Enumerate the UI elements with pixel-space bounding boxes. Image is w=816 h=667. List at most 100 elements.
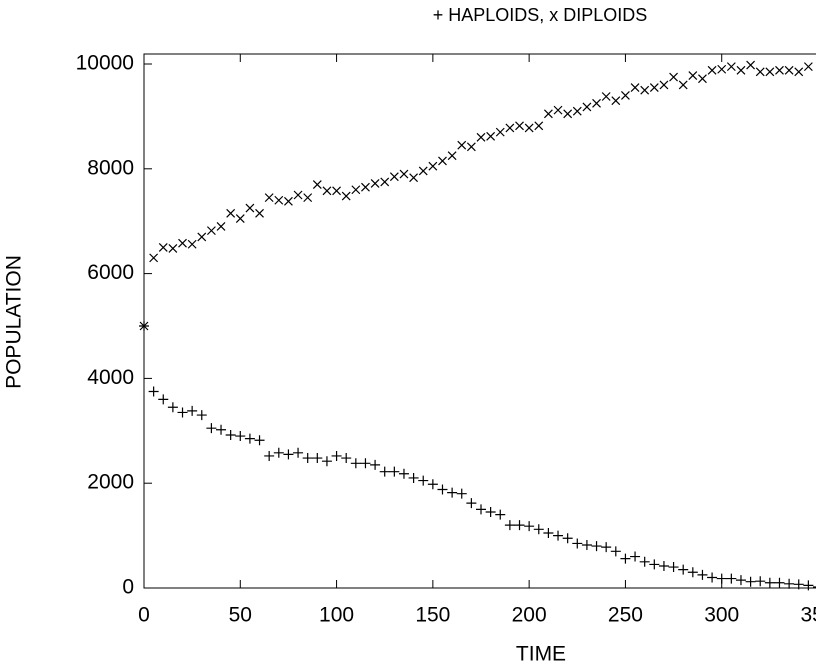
x-tick-label: 250: [608, 604, 643, 627]
point: [148, 386, 159, 397]
point: [456, 488, 467, 499]
point: [610, 546, 621, 557]
point: [332, 186, 341, 196]
point: [273, 447, 284, 458]
point: [784, 65, 794, 75]
y-axis-label: POPULATION: [3, 255, 26, 389]
point: [505, 123, 515, 133]
point: [746, 60, 756, 70]
point: [178, 238, 187, 248]
x-tick-label: 0: [138, 604, 150, 627]
point: [697, 569, 708, 580]
point: [755, 67, 765, 77]
point: [486, 131, 496, 141]
point: [206, 226, 216, 236]
point: [149, 253, 159, 263]
point: [707, 65, 717, 75]
point: [726, 573, 737, 584]
point: [254, 435, 265, 446]
point: [640, 85, 650, 95]
point: [361, 182, 370, 192]
point: [592, 98, 601, 108]
point: [302, 453, 313, 464]
point: [409, 173, 419, 183]
point: [687, 567, 698, 578]
point: [235, 431, 246, 442]
point: [466, 498, 477, 509]
point: [553, 530, 564, 541]
y-tick-label: 0: [122, 576, 134, 599]
point: [658, 560, 669, 571]
point: [775, 65, 784, 75]
point: [543, 527, 554, 538]
point: [370, 179, 380, 188]
point: [398, 468, 409, 479]
point: [698, 74, 707, 84]
point: [765, 67, 775, 77]
point: [284, 196, 293, 206]
point: [803, 580, 814, 591]
y-tick-label: 10000: [76, 52, 134, 75]
plot-frame: [143, 53, 816, 589]
point: [601, 542, 612, 553]
y-tick-label: 2000: [87, 471, 134, 494]
point: [524, 521, 535, 532]
point: [794, 67, 804, 77]
point: [793, 579, 804, 590]
point: [447, 151, 457, 161]
point: [620, 553, 631, 564]
chart-title: + HAPLOIDS, x DIPLOIDS: [433, 5, 648, 25]
point: [225, 429, 236, 440]
point: [476, 504, 486, 515]
point: [601, 92, 611, 101]
point: [264, 193, 274, 203]
point: [274, 195, 284, 205]
point: [389, 466, 400, 477]
point: [534, 121, 544, 131]
point: [206, 423, 217, 434]
point: [438, 156, 447, 166]
point: [533, 524, 544, 535]
point: [418, 166, 428, 176]
point: [216, 222, 226, 231]
point: [351, 185, 361, 195]
point: [813, 586, 816, 588]
point: [370, 459, 381, 470]
point: [611, 96, 621, 106]
point: [303, 193, 313, 203]
point: [177, 407, 188, 418]
point: [476, 132, 486, 142]
point: [167, 402, 178, 413]
point: [283, 449, 294, 460]
point: [427, 479, 438, 490]
point: [495, 127, 505, 137]
point: [457, 140, 467, 150]
point: [312, 180, 322, 189]
point: [466, 142, 476, 152]
y-tick-label: 6000: [87, 261, 134, 284]
point: [562, 533, 573, 544]
point: [341, 191, 351, 201]
point: [563, 109, 573, 119]
point: [581, 540, 592, 551]
point: [639, 556, 650, 567]
point: [197, 232, 207, 242]
point: [630, 83, 640, 93]
point: [341, 453, 352, 464]
point: [726, 62, 736, 72]
point: [255, 208, 264, 218]
point: [572, 106, 582, 116]
point: [196, 410, 207, 421]
point: [418, 475, 429, 486]
point: [495, 509, 506, 520]
point: [158, 242, 168, 252]
point: [524, 123, 534, 133]
point: [216, 424, 227, 435]
point: [379, 466, 390, 477]
point: [630, 551, 641, 562]
point: [399, 169, 409, 179]
x-tick-label: 100: [319, 604, 354, 627]
point: [678, 80, 688, 90]
x-tick-label: 350: [800, 604, 816, 627]
